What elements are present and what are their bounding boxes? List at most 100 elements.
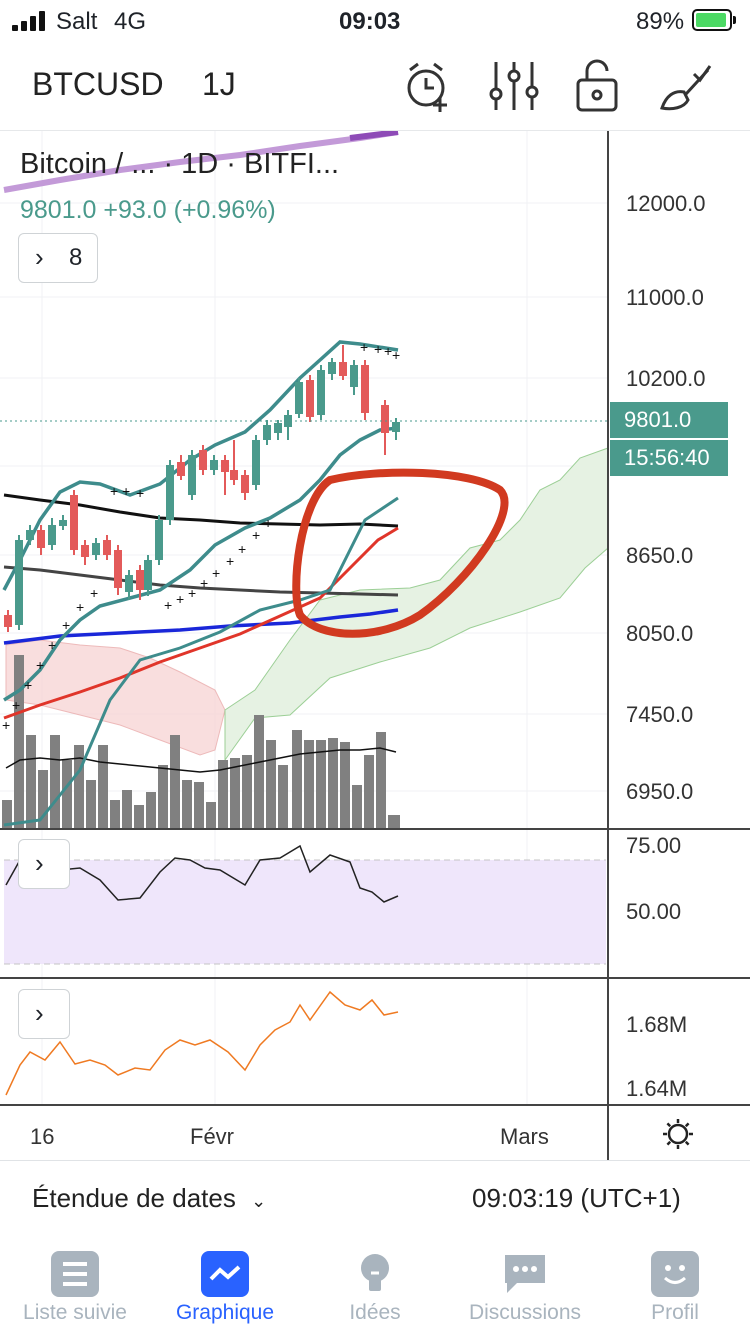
svg-text:+: + — [48, 637, 56, 653]
volume-bars — [2, 655, 400, 828]
date-range-bar: Étendue de dates ⌄ 09:03:19 (UTC+1) — [0, 1160, 750, 1240]
svg-text:+: + — [384, 343, 392, 359]
candles — [4, 345, 400, 632]
svg-text:+: + — [238, 541, 246, 557]
svg-text:+: + — [252, 527, 260, 543]
tab-label: Profil — [651, 1301, 699, 1324]
svg-text:+: + — [24, 677, 32, 693]
price-axis-label: 7450.0 — [626, 702, 694, 727]
indicators-toggle-button[interactable]: › 8 — [18, 233, 98, 283]
obv-line — [5, 990, 399, 1096]
svg-text:+: + — [136, 485, 144, 501]
tab-chart[interactable]: Graphique — [150, 1239, 300, 1334]
price-axis-label: 8050.0 — [626, 621, 694, 646]
status-bar: Salt 4G 09:03 89% — [0, 0, 750, 40]
chart-settings-icon — [663, 1119, 693, 1149]
svg-text:+: + — [12, 697, 20, 713]
tab-discussions[interactable]: Discussions — [450, 1239, 600, 1334]
svg-text:+: + — [122, 483, 130, 499]
svg-text:+: + — [76, 599, 84, 615]
profile-icon — [651, 1251, 699, 1297]
price-axis-label: 11000.0 — [626, 285, 704, 310]
volume-ma-line — [5, 747, 397, 773]
svg-text:+: + — [62, 617, 70, 633]
time-axis-label: Févr — [190, 1124, 234, 1149]
svg-text:+: + — [360, 339, 368, 355]
svg-text:+: + — [110, 483, 118, 499]
svg-text:+: + — [188, 585, 196, 601]
ma-black-line — [3, 493, 399, 528]
price-axis-label: 6950.0 — [626, 779, 694, 804]
chart-legend-price: 9801.0 +93.0 (+0.96%) — [20, 196, 276, 224]
tab-watchlist[interactable]: Liste suivie — [0, 1239, 150, 1334]
svg-text:+: + — [226, 553, 234, 569]
chart-icon — [201, 1251, 249, 1297]
price-axis-label: 12000.0 — [626, 191, 706, 216]
chart-toolbar: BTCUSD 1J — [0, 40, 750, 131]
date-range-label: Étendue de dates — [32, 1183, 236, 1213]
chevron-right-icon: › — [35, 848, 44, 878]
status-time: 09:03 — [339, 8, 401, 35]
svg-text:+: + — [264, 515, 272, 531]
price-axis-label: 8650.0 — [626, 543, 694, 568]
drawing-annotation-circle — [292, 468, 509, 638]
rsi-band — [4, 860, 606, 964]
chevron-down-icon: ⌄ — [251, 1191, 267, 1211]
chevron-right-icon: › — [35, 242, 44, 272]
rsi-axis-label: 50.00 — [626, 899, 682, 924]
ma-darkgray-line — [3, 565, 399, 597]
time-axis-label: Mars — [500, 1124, 549, 1149]
bollinger-lower — [3, 426, 399, 702]
volume-axis-label: 1.64M — [626, 1076, 688, 1101]
svg-text:+: + — [176, 591, 184, 607]
signal-icon — [12, 11, 50, 31]
svg-text:+: + — [2, 717, 10, 733]
tab-label: Idées — [349, 1301, 401, 1324]
svg-text:+: + — [164, 597, 172, 613]
rsi-axis-label: 75.00 — [626, 833, 682, 858]
network-label: 4G — [114, 8, 147, 35]
timezone-clock[interactable]: 09:03:19 (UTC+1) — [472, 1183, 681, 1213]
svg-text:+: + — [212, 565, 220, 581]
price-chart[interactable]: + + + + + + + + + + + + + + + + + + + + … — [0, 131, 750, 1161]
battery-percent: 89% — [636, 8, 685, 35]
ma-purple-line — [3, 131, 399, 193]
chevron-right-icon: › — [35, 998, 44, 1028]
symbol-button[interactable]: BTCUSD — [32, 66, 164, 102]
bar-countdown-tag: 15:56:40 — [610, 440, 728, 476]
tab-bar: Liste suivie Graphique Idées Discussions… — [0, 1239, 750, 1334]
list-icon — [51, 1251, 99, 1297]
date-range-button[interactable]: Étendue de dates ⌄ — [32, 1183, 266, 1214]
chart-legend-title: Bitcoin / ... · 1D · BITFI... — [20, 148, 340, 180]
ichimoku-cloud-bullish — [224, 447, 609, 762]
svg-text:+: + — [36, 657, 44, 673]
indicators-count: 8 — [69, 244, 83, 271]
volume-toggle-button[interactable]: › — [18, 989, 70, 1039]
ichimoku-cloud-bearish — [5, 639, 226, 756]
rsi-line — [5, 844, 399, 903]
lightbulb-icon — [351, 1251, 399, 1297]
tab-ideas[interactable]: Idées — [300, 1239, 450, 1334]
unlock-icon[interactable] — [572, 58, 628, 114]
battery-icon — [692, 9, 736, 31]
svg-text:+: + — [200, 575, 208, 591]
tab-profile[interactable]: Profil — [600, 1239, 750, 1334]
tab-label: Liste suivie — [23, 1301, 127, 1324]
svg-text:+: + — [392, 347, 400, 363]
svg-text:+: + — [90, 585, 98, 601]
timeframe-button[interactable]: 1J — [202, 66, 236, 102]
last-price-tag: 9801.0 — [610, 402, 728, 438]
time-axis-label: 16 — [30, 1124, 55, 1149]
ma-red-line — [3, 526, 399, 720]
carrier-label: Salt — [56, 8, 98, 35]
indicators-icon[interactable] — [486, 58, 542, 114]
svg-text:+: + — [374, 341, 382, 357]
alarm-add-icon[interactable] — [400, 58, 456, 114]
rsi-toggle-button[interactable]: › — [18, 839, 70, 889]
tab-label: Discussions — [468, 1301, 582, 1324]
price-axis-label: 10200.0 — [626, 366, 706, 391]
brush-icon[interactable] — [658, 58, 714, 114]
chat-icon — [501, 1251, 549, 1297]
ma-teal-fast-line — [3, 496, 399, 827]
tab-label: Graphique — [175, 1301, 275, 1324]
